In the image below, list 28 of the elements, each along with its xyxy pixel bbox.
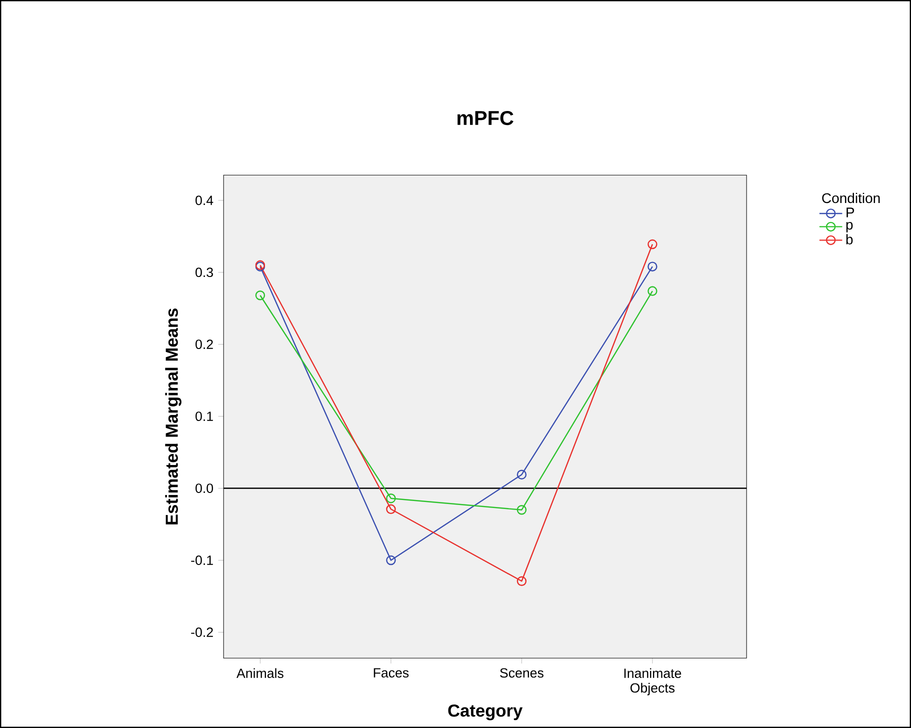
point	[516, 505, 527, 515]
y-tick-label: 0.1	[196, 412, 213, 422]
point	[648, 239, 658, 250]
point	[516, 576, 527, 586]
legend-label: p	[846, 222, 853, 232]
point	[386, 555, 396, 566]
point	[386, 504, 396, 514]
point	[648, 262, 658, 272]
y-tick-label: 0.2	[196, 340, 213, 350]
legend-label: b	[846, 234, 853, 244]
y-tick-label: -0.1	[191, 556, 213, 565]
y-tick-label: 0.3	[196, 268, 213, 278]
legend-title: Condition	[822, 192, 880, 204]
y-axis-title: Estimated Marginal Means	[165, 308, 182, 524]
x-tick-label: Scenes	[500, 668, 544, 678]
x-tick-label: Inanimate Objects	[624, 668, 682, 696]
x-tick-label: Animals	[236, 668, 284, 678]
x-tick-label: Faces	[374, 668, 409, 678]
point	[648, 286, 658, 296]
point	[255, 290, 266, 300]
x-axis-title: Category	[448, 704, 523, 720]
legend-label: P	[846, 208, 854, 218]
point	[386, 493, 396, 504]
y-tick-label: -0.2	[191, 628, 213, 637]
chart-title: mPFC	[458, 110, 514, 126]
point	[516, 470, 527, 480]
y-tick-label: 0.0	[196, 484, 214, 493]
y-tick-label: 0.4	[196, 196, 214, 206]
